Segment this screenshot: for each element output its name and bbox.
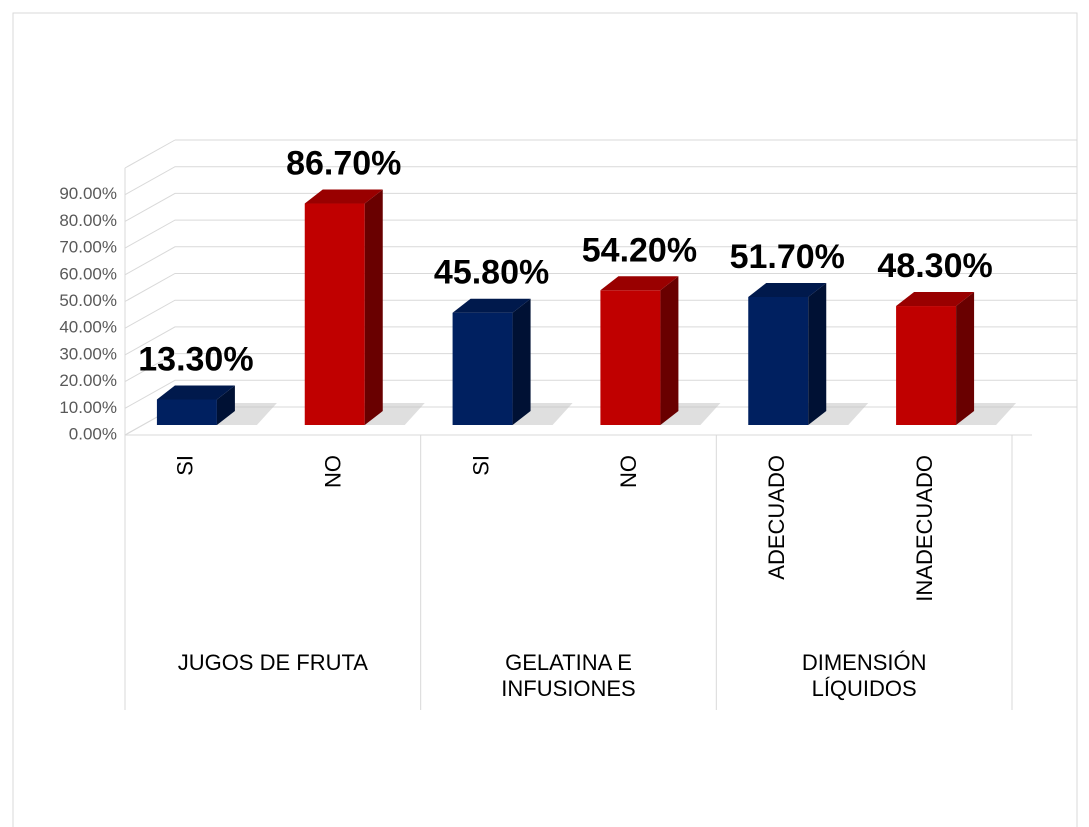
x-tick-label: NO <box>321 455 346 488</box>
grid-line <box>124 166 1077 196</box>
y-tick-label: 20.00% <box>59 371 117 390</box>
y-tick-label: 0.00% <box>69 424 117 443</box>
y-tick-label: 90.00% <box>59 184 117 203</box>
wall-edge <box>124 139 176 169</box>
x-tick-label: SI <box>173 455 198 476</box>
bar <box>600 290 661 425</box>
bar-top <box>156 385 235 400</box>
bar-top <box>748 282 827 297</box>
y-tick-label: 80.00% <box>59 211 117 230</box>
group-label: GELATINA E INFUSIONES <box>501 650 636 701</box>
bar-side <box>512 298 531 425</box>
bar <box>896 306 957 425</box>
grid-line <box>124 192 1077 222</box>
bar <box>748 296 809 425</box>
x-tick-label: NO <box>616 455 641 488</box>
x-tick-label: SI <box>468 455 493 476</box>
bar <box>304 203 365 425</box>
bar-side <box>956 292 975 425</box>
data-label: 48.30% <box>877 247 992 285</box>
bar-top <box>600 276 679 291</box>
bar-top <box>452 298 531 313</box>
y-tick-label: 10.00% <box>59 398 117 417</box>
bar <box>452 312 513 425</box>
y-tick-label: 50.00% <box>59 291 117 310</box>
grid-line <box>124 219 1077 249</box>
y-tick-label: 40.00% <box>59 318 117 337</box>
y-tick-label: 70.00% <box>59 238 117 257</box>
bar-side <box>364 189 383 425</box>
grid-line <box>124 246 1077 276</box>
bar-top <box>304 189 383 204</box>
bar-side <box>660 276 679 425</box>
bar-side <box>216 385 235 425</box>
grid-line <box>124 273 1077 302</box>
bar-top <box>896 292 975 307</box>
y-tick-label: 30.00% <box>59 344 117 363</box>
data-label: 86.70% <box>286 144 401 182</box>
data-label: 45.80% <box>434 254 549 292</box>
data-label: 54.20% <box>582 231 697 269</box>
data-label: 13.30% <box>138 340 253 378</box>
group-label: DIMENSIÓN LÍQUIDOS <box>801 650 927 701</box>
group-label: JUGOS DE FRUTA <box>177 650 368 675</box>
data-label: 51.70% <box>730 238 845 276</box>
bar-side <box>808 282 827 425</box>
bar <box>156 399 217 425</box>
x-tick-label: ADECUADO <box>764 455 789 580</box>
y-tick-label: 60.00% <box>59 264 117 283</box>
x-tick-label: INADECUADO <box>912 455 937 602</box>
